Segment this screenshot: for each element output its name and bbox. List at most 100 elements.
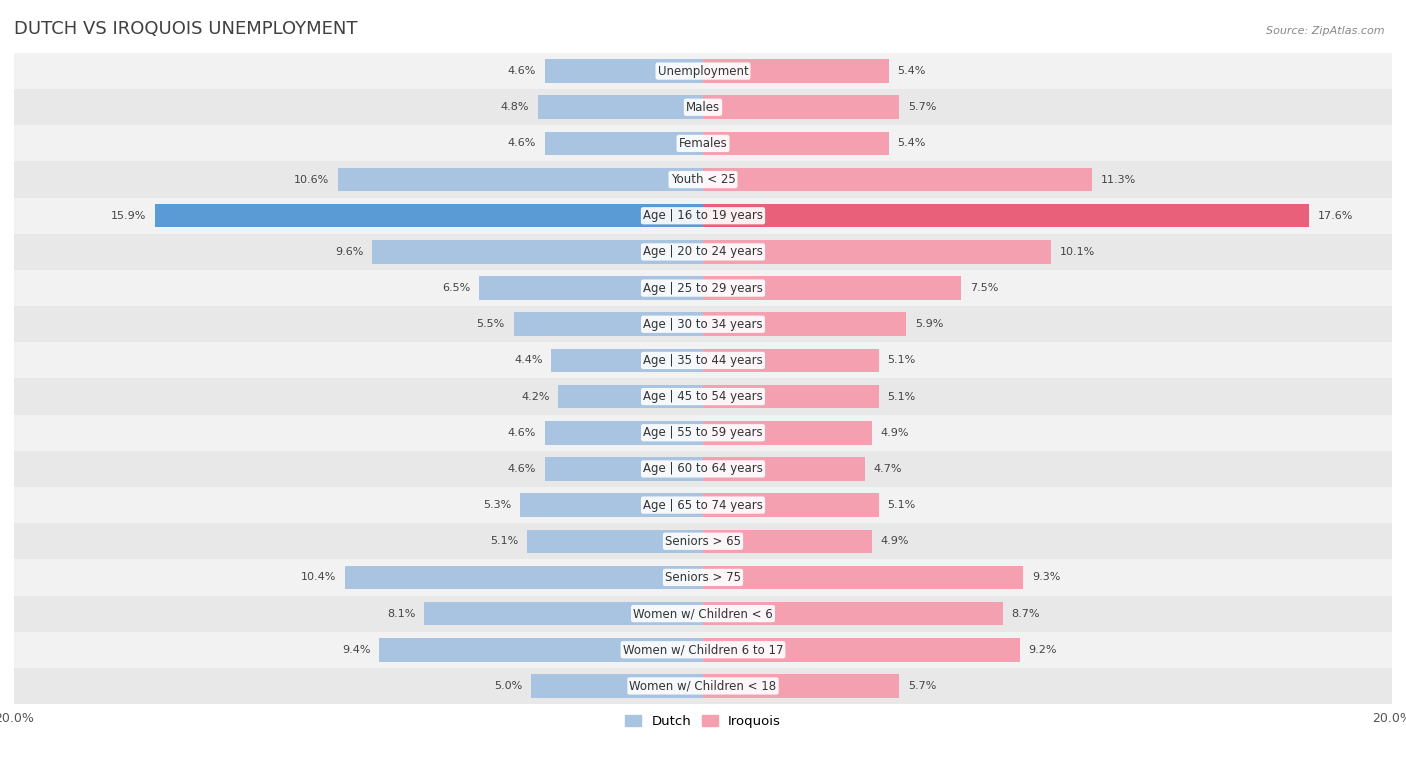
Text: 4.9%: 4.9%	[880, 428, 908, 438]
Text: 5.3%: 5.3%	[484, 500, 512, 510]
Bar	[703, 168, 1092, 192]
Bar	[703, 457, 865, 481]
Text: Age | 60 to 64 years: Age | 60 to 64 years	[643, 463, 763, 475]
Bar	[703, 602, 1002, 625]
Bar	[14, 523, 1392, 559]
Bar	[14, 631, 1392, 668]
Bar	[380, 638, 703, 662]
Bar	[344, 565, 703, 589]
Bar	[14, 342, 1392, 378]
Bar	[703, 276, 962, 300]
Bar	[703, 132, 889, 155]
Text: Age | 30 to 34 years: Age | 30 to 34 years	[643, 318, 763, 331]
Text: 17.6%: 17.6%	[1317, 210, 1353, 221]
Bar	[14, 270, 1392, 306]
Bar	[703, 95, 900, 119]
Text: 10.6%: 10.6%	[294, 175, 329, 185]
Text: Males: Males	[686, 101, 720, 114]
Text: Age | 55 to 59 years: Age | 55 to 59 years	[643, 426, 763, 439]
Text: 10.4%: 10.4%	[301, 572, 336, 582]
Text: 9.2%: 9.2%	[1029, 645, 1057, 655]
Bar	[544, 59, 703, 83]
Text: 5.5%: 5.5%	[477, 319, 505, 329]
Text: Seniors > 75: Seniors > 75	[665, 571, 741, 584]
Bar	[14, 596, 1392, 631]
Bar	[703, 349, 879, 372]
Bar	[479, 276, 703, 300]
Bar	[703, 494, 879, 517]
Bar	[14, 306, 1392, 342]
Text: 10.1%: 10.1%	[1060, 247, 1095, 257]
Bar	[703, 421, 872, 444]
Text: Women w/ Children < 6: Women w/ Children < 6	[633, 607, 773, 620]
Text: Females: Females	[679, 137, 727, 150]
Text: 5.4%: 5.4%	[897, 139, 927, 148]
Bar	[14, 668, 1392, 704]
Bar	[703, 204, 1309, 228]
Text: 4.8%: 4.8%	[501, 102, 529, 112]
Text: 5.4%: 5.4%	[897, 66, 927, 76]
Legend: Dutch, Iroquois: Dutch, Iroquois	[620, 709, 786, 734]
Bar	[337, 168, 703, 192]
Bar	[544, 132, 703, 155]
Text: 6.5%: 6.5%	[443, 283, 471, 293]
Bar	[14, 559, 1392, 596]
Bar	[14, 487, 1392, 523]
Text: 5.1%: 5.1%	[887, 391, 915, 401]
Bar	[703, 529, 872, 553]
Text: 4.7%: 4.7%	[873, 464, 903, 474]
Text: Women w/ Children 6 to 17: Women w/ Children 6 to 17	[623, 643, 783, 656]
Bar	[703, 638, 1019, 662]
Bar	[703, 565, 1024, 589]
Text: 5.1%: 5.1%	[887, 356, 915, 366]
Text: 4.6%: 4.6%	[508, 66, 536, 76]
Text: 5.1%: 5.1%	[491, 536, 519, 547]
Bar	[14, 161, 1392, 198]
Text: Source: ZipAtlas.com: Source: ZipAtlas.com	[1267, 26, 1385, 36]
Bar	[703, 674, 900, 698]
Text: 5.1%: 5.1%	[887, 500, 915, 510]
Text: 9.3%: 9.3%	[1032, 572, 1060, 582]
Text: Seniors > 65: Seniors > 65	[665, 534, 741, 548]
Text: DUTCH VS IROQUOIS UNEMPLOYMENT: DUTCH VS IROQUOIS UNEMPLOYMENT	[14, 20, 357, 38]
Bar	[14, 126, 1392, 161]
Text: 5.0%: 5.0%	[494, 681, 522, 691]
Text: Age | 35 to 44 years: Age | 35 to 44 years	[643, 354, 763, 367]
Bar	[703, 313, 907, 336]
Bar	[544, 421, 703, 444]
Bar	[703, 59, 889, 83]
Text: 15.9%: 15.9%	[111, 210, 146, 221]
Text: Unemployment: Unemployment	[658, 64, 748, 77]
Bar	[14, 234, 1392, 270]
Text: Age | 65 to 74 years: Age | 65 to 74 years	[643, 499, 763, 512]
Bar	[544, 457, 703, 481]
Bar	[14, 198, 1392, 234]
Text: 4.9%: 4.9%	[880, 536, 908, 547]
Text: 8.7%: 8.7%	[1011, 609, 1040, 618]
Text: Age | 45 to 54 years: Age | 45 to 54 years	[643, 390, 763, 403]
Bar	[558, 385, 703, 408]
Bar	[513, 313, 703, 336]
Text: 4.6%: 4.6%	[508, 464, 536, 474]
Text: 5.9%: 5.9%	[915, 319, 943, 329]
Bar	[373, 240, 703, 263]
Text: 11.3%: 11.3%	[1101, 175, 1136, 185]
Text: 4.6%: 4.6%	[508, 139, 536, 148]
Text: Age | 25 to 29 years: Age | 25 to 29 years	[643, 282, 763, 294]
Text: 4.6%: 4.6%	[508, 428, 536, 438]
Text: Women w/ Children < 18: Women w/ Children < 18	[630, 680, 776, 693]
Text: Age | 16 to 19 years: Age | 16 to 19 years	[643, 209, 763, 223]
Text: 7.5%: 7.5%	[970, 283, 998, 293]
Text: 5.7%: 5.7%	[908, 681, 936, 691]
Bar	[551, 349, 703, 372]
Bar	[14, 53, 1392, 89]
Bar	[14, 89, 1392, 126]
Text: 4.2%: 4.2%	[522, 391, 550, 401]
Bar	[425, 602, 703, 625]
Text: 9.6%: 9.6%	[335, 247, 364, 257]
Bar	[537, 95, 703, 119]
Bar	[520, 494, 703, 517]
Bar	[531, 674, 703, 698]
Bar	[155, 204, 703, 228]
Bar	[703, 240, 1050, 263]
